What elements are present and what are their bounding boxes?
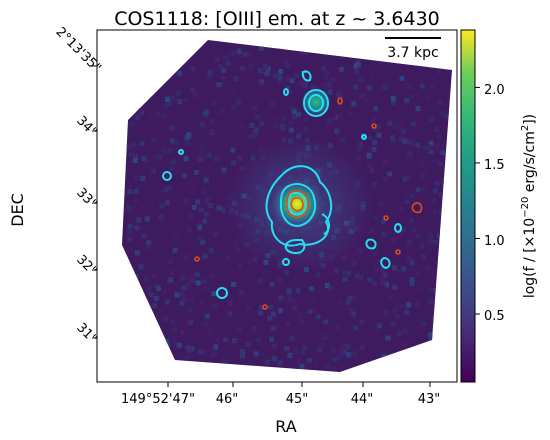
dec-axis <box>92 65 97 339</box>
x-axis-label: RA <box>275 417 296 436</box>
ra-tick-label: 44" <box>351 392 374 407</box>
colorbar-label: log(f / [×10−20 erg/s/cm2]) <box>520 114 538 298</box>
dec-tick-label: 32" <box>73 252 100 279</box>
colorbar-tick-label: 0.5 <box>484 309 505 324</box>
colorbar-ticks <box>475 86 480 315</box>
colorbar-tick-label: 2.0 <box>484 83 505 98</box>
colorbar <box>460 29 476 383</box>
red-contours <box>194 97 423 310</box>
colorbar-tick-label: 1.5 <box>484 158 505 173</box>
colorbar-tick-label: 1.0 <box>484 234 505 249</box>
axes-border <box>96 29 458 383</box>
cyan-contours <box>162 70 402 299</box>
northern-source <box>301 88 331 116</box>
ra-tick-label: 46" <box>216 392 239 407</box>
y-axis-label: DEC <box>8 193 27 227</box>
dec-tick-label: 2°13'35" <box>53 25 104 76</box>
scale-bar-label: 3.7 kpc <box>387 45 438 61</box>
dec-tick-label: 31" <box>73 320 100 347</box>
ra-tick-label: 43" <box>418 392 441 407</box>
dec-tick-label: 34" <box>73 113 100 140</box>
ra-tick-label: 45" <box>286 392 309 407</box>
figure-title: COS1118: [OIII] em. at z ~ 3.6430 <box>114 8 440 30</box>
dec-tick-label: 33" <box>73 185 100 212</box>
ra-axis <box>167 382 431 387</box>
ra-tick-label: 149°52'47" <box>121 392 195 407</box>
